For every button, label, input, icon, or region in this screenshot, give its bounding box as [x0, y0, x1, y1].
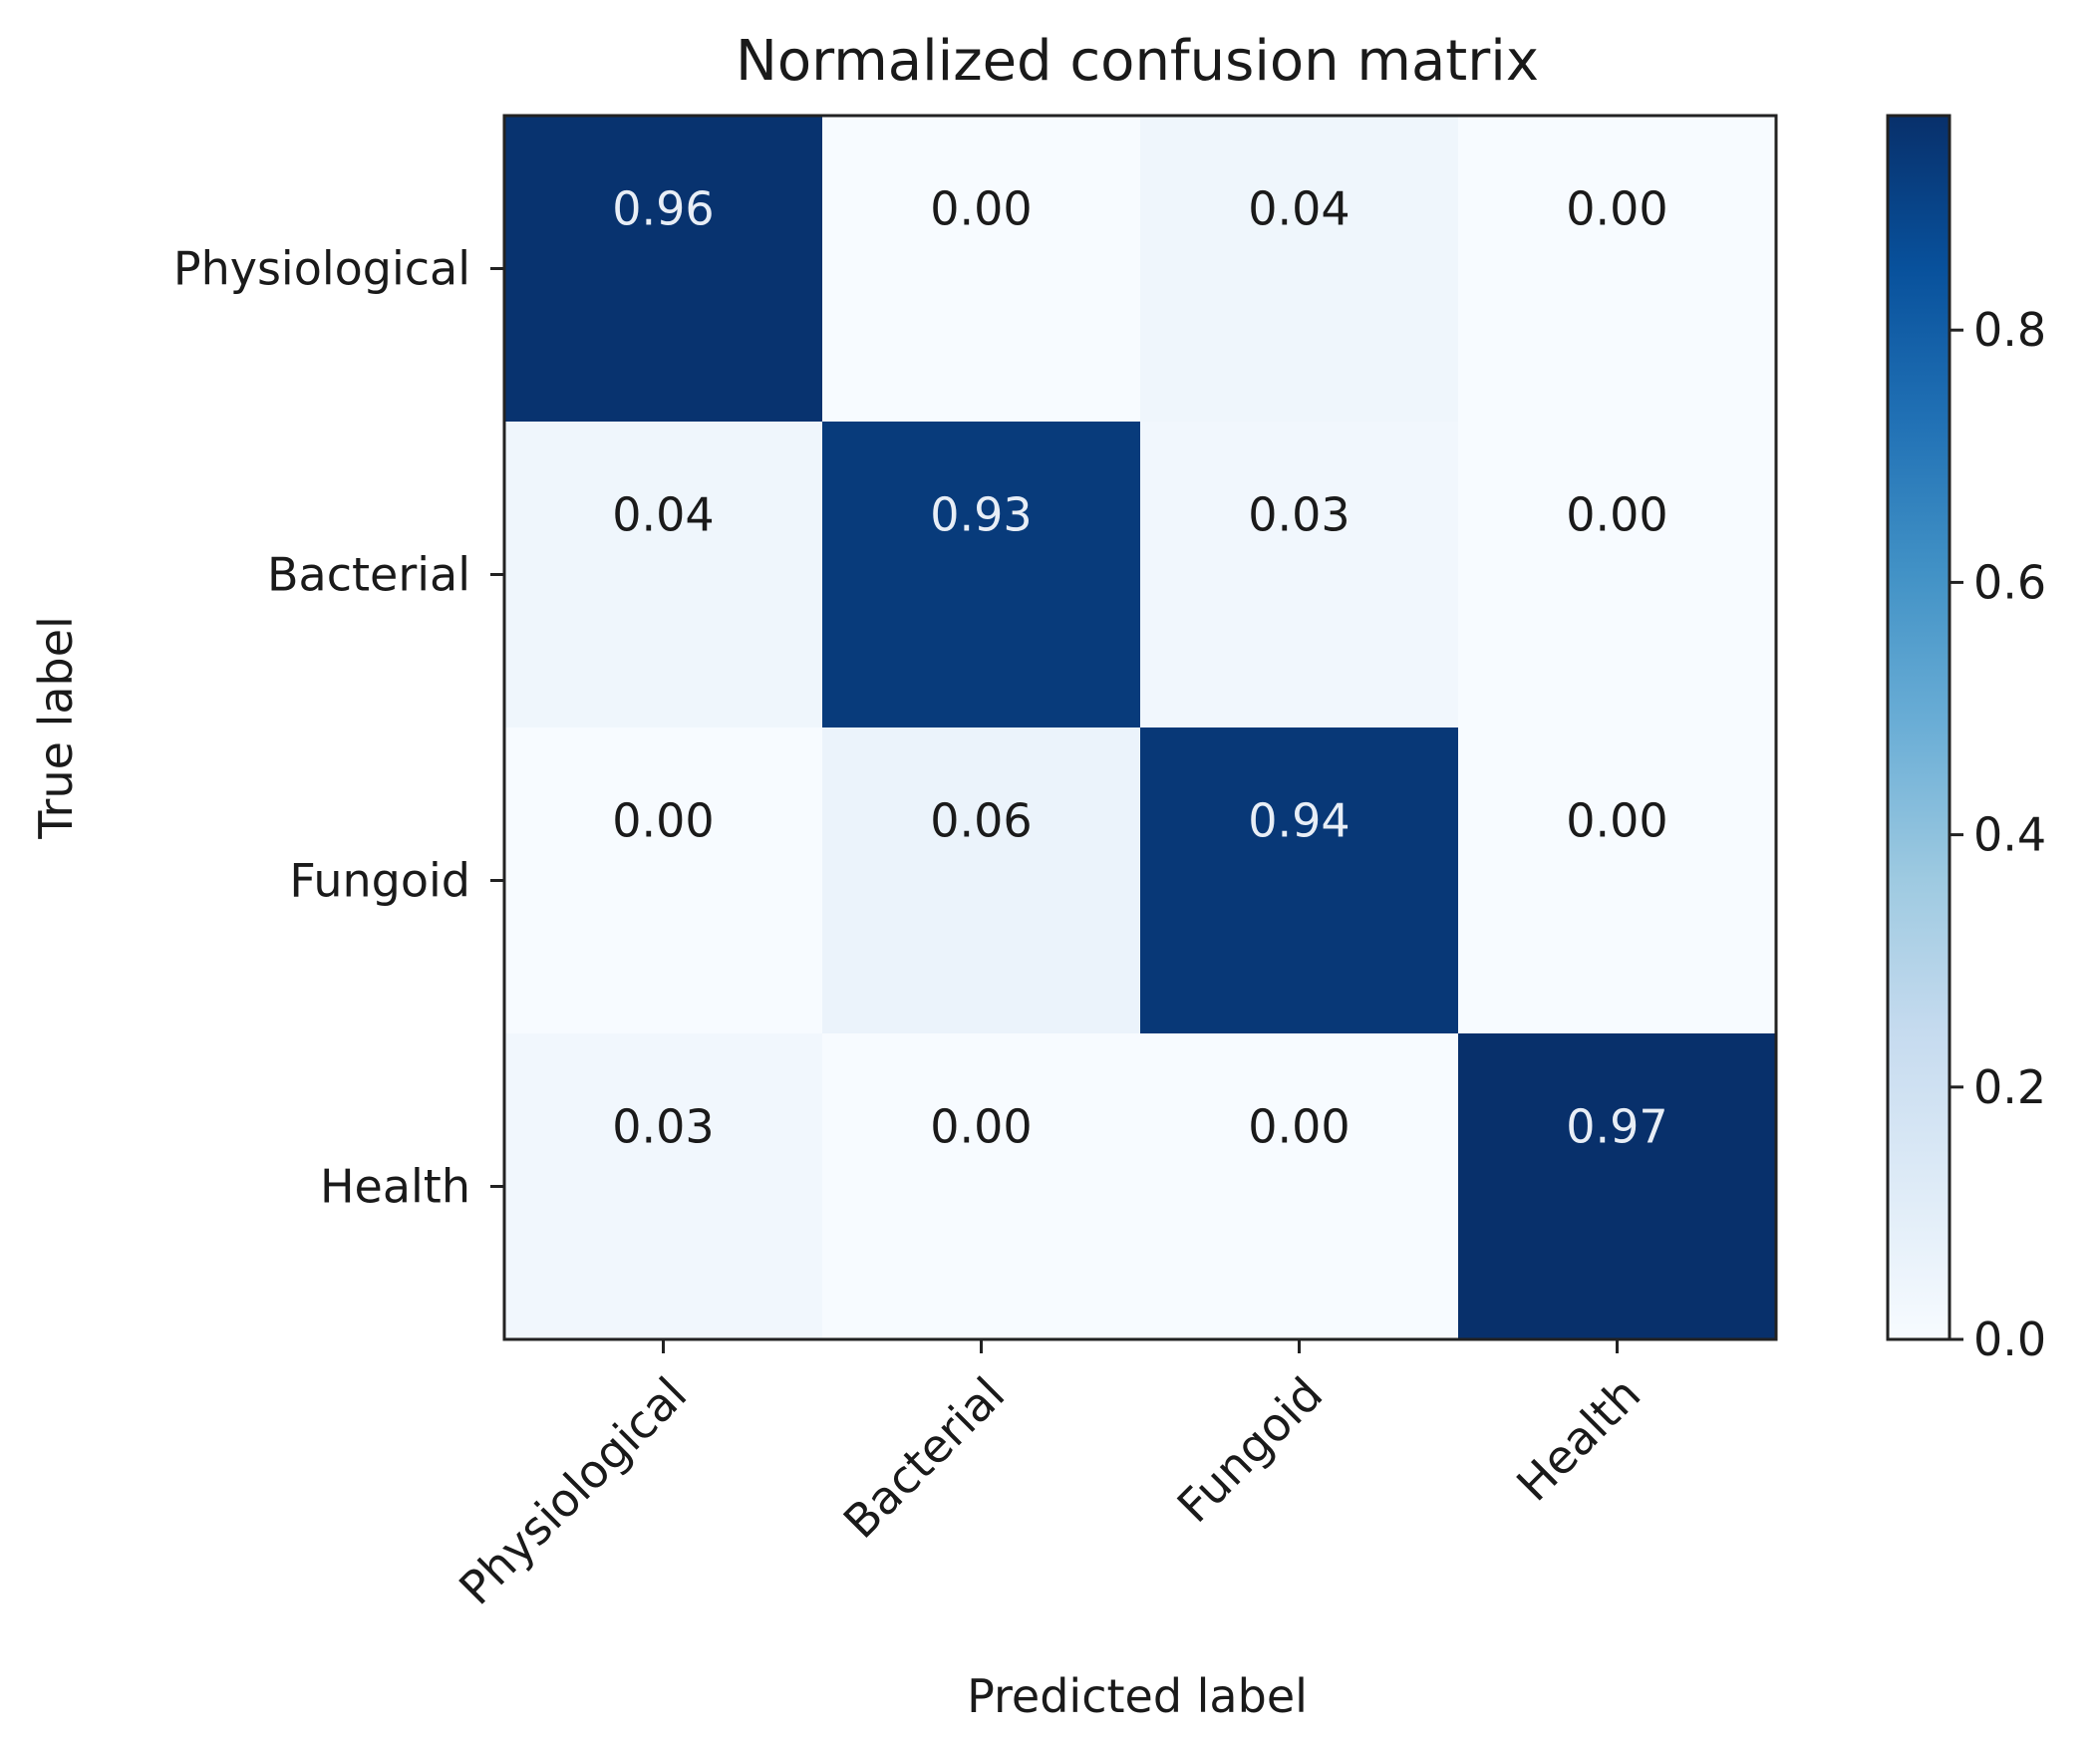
x-axis-label: Predicted label — [967, 1669, 1308, 1723]
cell-value-label: 0.00 — [1566, 182, 1667, 236]
heatmap-cell — [1458, 727, 1777, 1034]
cell-value-label: 0.93 — [930, 488, 1032, 542]
x-tick-label: Bacterial — [833, 1367, 1015, 1549]
cell-value-label: 0.97 — [1566, 1100, 1667, 1154]
heatmap-cell — [822, 422, 1141, 728]
cell-value-label: 0.00 — [930, 182, 1032, 236]
y-axis-label: True label — [29, 616, 83, 840]
cell-value-label: 0.04 — [612, 488, 714, 542]
x-tick-label: Physiological — [449, 1367, 697, 1615]
cell-value-label: 0.06 — [930, 794, 1032, 848]
cell-value-label: 0.04 — [1248, 182, 1350, 236]
y-tick-labels: Physiological Bacterial Fungoid Health — [173, 242, 504, 1214]
x-tick-label: Health — [1506, 1367, 1650, 1512]
heatmap-cell — [822, 116, 1141, 423]
cell-value-label: 0.00 — [1248, 1100, 1350, 1154]
y-tick-label: Bacterial — [267, 548, 470, 602]
cell-value-label: 0.00 — [930, 1100, 1032, 1154]
cell-value-label: 0.96 — [612, 182, 714, 236]
cell-value-label: 0.00 — [612, 794, 714, 848]
heatmap-cell — [1458, 1033, 1777, 1340]
heatmap-cell — [1140, 1033, 1459, 1340]
colorbar — [1886, 114, 1951, 1341]
heatmap-cell — [504, 1033, 823, 1340]
colorbar-tick-label: 0.6 — [1973, 555, 2046, 609]
y-tick-label: Physiological — [173, 242, 470, 296]
plot-frame — [502, 114, 1778, 1341]
heatmap-cells — [504, 116, 1777, 1340]
heatmap-cell — [504, 727, 823, 1034]
heatmap-cell — [1458, 422, 1777, 728]
colorbar-tick-label: 0.2 — [1973, 1060, 2046, 1114]
x-tick-label: Fungoid — [1167, 1367, 1334, 1534]
heatmap-cell — [1140, 422, 1459, 728]
x-tick-labels: Physiological Bacterial Fungoid Health — [449, 1339, 1650, 1615]
cell-value-label: 0.00 — [1566, 794, 1667, 848]
colorbar-ticks: 0.0 0.2 0.4 0.6 0.8 — [1950, 303, 2046, 1366]
y-tick-label: Fungoid — [289, 854, 470, 908]
heatmap-cell-labels: 0.96 0.00 0.04 0.00 0.04 0.93 0.03 0.00 0.00 0.06… — [612, 182, 1667, 1154]
y-tick-label: Health — [320, 1160, 470, 1214]
cell-value-label: 0.03 — [1248, 488, 1350, 542]
cell-value-label: 0.03 — [612, 1100, 714, 1154]
cell-value-label: 0.94 — [1248, 794, 1350, 848]
chart-title: Normalized confusion matrix — [736, 29, 1539, 94]
heatmap-cell — [504, 116, 823, 423]
heatmap-cell — [504, 422, 823, 728]
cell-value-label: 0.00 — [1566, 488, 1667, 542]
heatmap-cell — [1458, 116, 1777, 423]
colorbar-tick-label: 0.0 — [1973, 1312, 2046, 1366]
colorbar-tick-label: 0.4 — [1973, 808, 2046, 862]
colorbar-tick-label: 0.8 — [1973, 303, 2046, 357]
heatmap-cell — [822, 727, 1141, 1034]
heatmap-cell — [1140, 116, 1459, 423]
heatmap-cell — [822, 1033, 1141, 1340]
heatmap-cell — [1140, 727, 1459, 1034]
